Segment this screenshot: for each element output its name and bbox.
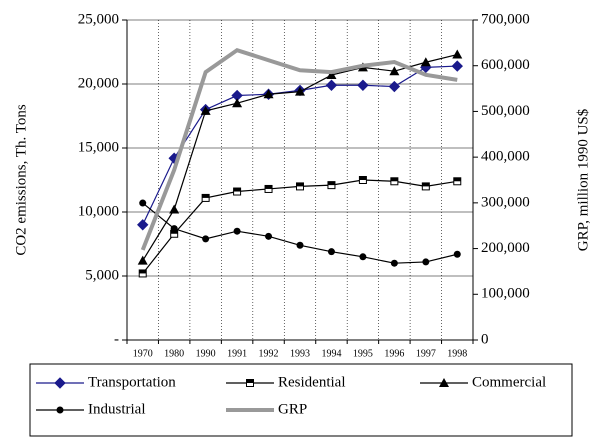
marker-square-half [296, 182, 304, 187]
marker-circle [327, 248, 335, 256]
y-tick-label: 10,000 [78, 203, 119, 219]
y2-tick-label: 500,000 [481, 103, 530, 119]
x-tick-label: 1990 [196, 348, 216, 359]
x-tick-label: 1980 [164, 348, 184, 359]
legend-label: Transportation [88, 374, 176, 390]
marker-circle [170, 225, 178, 233]
series-line [140, 47, 458, 251]
y2-tick-label: 600,000 [481, 57, 530, 73]
marker-circle [453, 250, 461, 258]
marker-triangle [263, 89, 274, 99]
marker-triangle [326, 70, 337, 80]
marker-square-half [202, 194, 210, 198]
marker-triangle [169, 204, 180, 214]
marker-triangle [137, 255, 148, 265]
y-tick-label: 25,000 [78, 11, 119, 27]
marker-diamond [325, 79, 338, 91]
marker-square-half [390, 177, 398, 182]
y-tick-label: 5,000 [85, 267, 119, 283]
x-tick-label: 1998 [447, 348, 467, 359]
x-tick-label: 1992 [259, 348, 279, 359]
x-tick-label: 1991 [227, 348, 247, 359]
marker-diamond [451, 60, 463, 72]
x-tick-label: 1970 [133, 348, 153, 359]
legend-label: Industrial [88, 401, 146, 417]
y2-tick-label: 300,000 [481, 194, 530, 210]
marker-circle [233, 227, 241, 235]
marker-square-half [327, 181, 335, 186]
marker-circle [139, 199, 147, 207]
y-tick-label: 15,000 [78, 139, 119, 155]
x-tick-label: 1997 [416, 348, 436, 359]
marker-square-half [453, 177, 461, 182]
y-axis-label: CO2 emissions, Th. Tons [13, 104, 29, 255]
legend-label: GRP [278, 401, 307, 417]
marker-circle [202, 235, 210, 243]
marker-square-half [246, 379, 254, 383]
x-tick-label: 1996 [384, 348, 404, 359]
marker-triangle [232, 98, 243, 108]
x-tick-label: 1994 [321, 348, 341, 359]
marker-diamond [137, 219, 149, 231]
marker-circle [422, 258, 430, 266]
x-tick-label: 1995 [353, 348, 373, 359]
y2-tick-label: 0 [481, 331, 489, 347]
y2-tick-label: 100,000 [481, 286, 530, 302]
y2-tick-label: 400,000 [481, 149, 530, 165]
legend-box [29, 363, 573, 437]
marker-circle [265, 232, 273, 240]
marker-circle [390, 259, 398, 267]
marker-diamond [388, 80, 401, 93]
y-tick-label: 20,000 [78, 75, 119, 91]
marker-diamond [54, 377, 66, 389]
marker-triangle [420, 57, 431, 67]
y2-tick-label: 700,000 [481, 11, 530, 27]
marker-diamond [357, 79, 369, 91]
y2-tick-label: 200,000 [481, 240, 530, 256]
marker-triangle [439, 378, 449, 387]
marker-circle [296, 241, 304, 249]
marker-circle [359, 253, 367, 261]
legend-label: Residential [278, 374, 346, 390]
marker-triangle [295, 86, 305, 96]
marker-square-half [233, 188, 241, 192]
marker-square-half [359, 176, 367, 180]
marker-triangle [200, 105, 211, 115]
marker-square-half [422, 182, 430, 187]
y2-axis-label: GRP, million 1990 US$ [575, 108, 591, 251]
marker-square-half [139, 269, 147, 274]
marker-circle [56, 406, 64, 414]
legend-label: Commercial [472, 374, 546, 390]
marker-triangle [389, 66, 400, 76]
marker-triangle [452, 49, 463, 59]
y-tick-label: - [114, 331, 119, 347]
marker-square-half [265, 185, 273, 189]
x-tick-label: 1993 [290, 348, 310, 359]
